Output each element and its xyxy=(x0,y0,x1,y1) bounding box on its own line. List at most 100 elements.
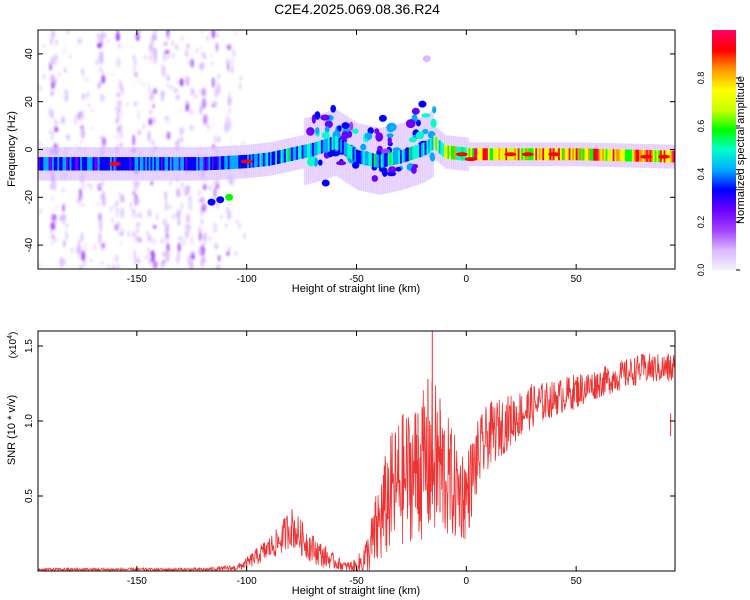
noise-speck xyxy=(101,195,106,207)
spectral-blob xyxy=(387,136,392,145)
noise-speck xyxy=(55,39,59,46)
noise-speck xyxy=(133,249,136,261)
noise-speck xyxy=(160,260,165,269)
ridge-cell xyxy=(190,157,193,171)
ridge-cell xyxy=(234,155,237,169)
noise-speck xyxy=(51,136,54,140)
ridge-cell xyxy=(173,157,176,171)
ridge-cell xyxy=(472,148,474,161)
ridge-cell xyxy=(600,148,603,161)
noise-speck xyxy=(54,118,58,130)
ridge-cell xyxy=(639,149,641,162)
noise-speck xyxy=(95,59,99,66)
ridge-cell xyxy=(426,140,429,154)
ridge-cell xyxy=(433,135,436,149)
noise-speck xyxy=(90,127,93,130)
noise-speck xyxy=(228,246,231,253)
noise-speck xyxy=(115,32,120,42)
snr-xtick-label: -150 xyxy=(127,576,147,587)
ridge-cell xyxy=(287,148,290,162)
noise-speck xyxy=(54,76,57,87)
spectral-blob xyxy=(216,196,225,204)
spectrogram-marks xyxy=(38,30,675,269)
noise-speck xyxy=(53,59,57,65)
ridge-cell xyxy=(217,156,220,170)
ridge-cell xyxy=(67,157,70,171)
ridge-cell xyxy=(428,139,431,153)
ridge-cell xyxy=(577,148,580,161)
noise-speck xyxy=(195,48,199,53)
ridge-cell xyxy=(180,157,183,171)
snr-ylabel: SNR (10 * v/v) xyxy=(6,395,18,465)
spectral-blob xyxy=(395,166,402,172)
noise-speck xyxy=(101,74,106,84)
noise-speck xyxy=(51,234,56,240)
ridge-cell xyxy=(614,149,617,162)
colorbar-tick-label: 0.8 xyxy=(696,72,706,85)
ridge-cell xyxy=(637,149,640,162)
noise-speck xyxy=(200,70,203,73)
spectrogram-xtick-label: 50 xyxy=(571,274,583,285)
ridge-cell xyxy=(398,150,401,164)
ridge-cell xyxy=(443,144,446,159)
noise-speck xyxy=(121,228,124,235)
ridge-cell xyxy=(145,157,148,171)
ridge-peak xyxy=(464,157,477,162)
noise-speck xyxy=(143,83,146,87)
noise-speck xyxy=(152,116,157,124)
noise-speck xyxy=(243,233,246,240)
ridge-cell xyxy=(623,149,626,162)
ridge-cell xyxy=(609,149,612,162)
spectral-blob xyxy=(327,150,334,158)
noise-speck xyxy=(126,102,129,106)
noise-speck xyxy=(42,74,46,80)
noise-speck xyxy=(239,126,243,130)
noise-speck xyxy=(200,218,204,225)
ridge-cell xyxy=(596,148,599,161)
noise-speck xyxy=(165,223,170,232)
spectral-blob xyxy=(225,193,234,201)
ridge-cell xyxy=(326,138,329,152)
ridge-cell xyxy=(155,157,158,171)
spectral-blob xyxy=(375,132,384,142)
noise-speck xyxy=(153,88,158,95)
spectral-blob xyxy=(387,122,397,132)
noise-speck xyxy=(185,99,188,105)
ridge-cell xyxy=(347,144,350,158)
spectrogram-xtick-label: -150 xyxy=(127,274,147,285)
noise-speck xyxy=(119,193,124,202)
ridge-cell xyxy=(106,157,109,171)
ridge-cell xyxy=(544,148,547,161)
ridge-cell xyxy=(591,148,594,161)
ridge-cell xyxy=(233,155,236,169)
noise-speck xyxy=(121,85,124,96)
noise-speck xyxy=(50,38,54,42)
ridge-cell xyxy=(41,157,44,171)
ridge-cell xyxy=(254,153,257,168)
ridge-cell xyxy=(204,157,207,171)
noise-speck xyxy=(63,66,67,74)
ridge-cell xyxy=(62,157,65,171)
noise-speck xyxy=(151,240,156,246)
ridge-cell xyxy=(621,149,624,162)
ridge-cell xyxy=(78,157,81,171)
noise-speck xyxy=(148,118,153,126)
spectral-blob xyxy=(318,159,323,166)
ridge-cell xyxy=(589,148,592,161)
noise-speck xyxy=(78,200,82,208)
noise-speck xyxy=(61,47,67,55)
ridge-cell xyxy=(579,148,582,161)
noise-speck xyxy=(135,181,141,187)
noise-speck xyxy=(132,213,138,218)
noise-speck xyxy=(229,136,232,146)
noise-speck xyxy=(132,54,136,61)
noise-speck xyxy=(190,58,194,68)
noise-speck xyxy=(185,213,191,224)
spectral-blob xyxy=(337,125,342,132)
noise-speck xyxy=(149,109,153,115)
noise-speck xyxy=(186,43,190,50)
noise-speck xyxy=(186,184,191,195)
ridge-cell xyxy=(317,141,320,155)
noise-speck xyxy=(50,227,53,235)
ridge-cell xyxy=(313,142,316,156)
